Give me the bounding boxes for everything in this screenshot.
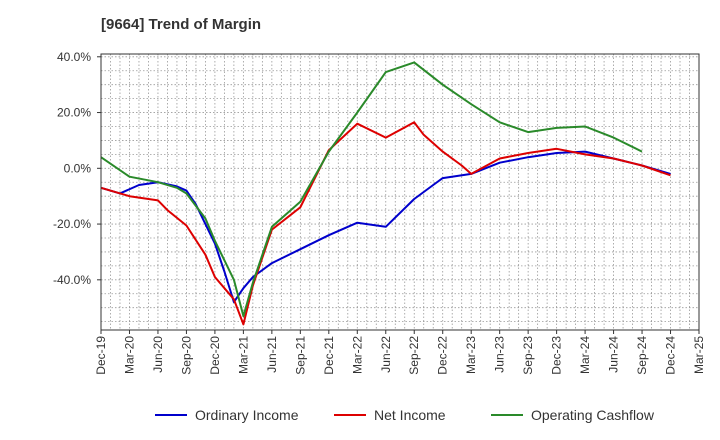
series-line-net-income xyxy=(100,121,671,326)
chart-title: [9664] Trend of Margin xyxy=(101,16,262,33)
x-tick-label: Dec-22 xyxy=(436,336,450,375)
x-tick-label: Jun-22 xyxy=(379,336,393,373)
x-tick-label: Dec-24 xyxy=(664,336,678,375)
x-tick-label: Mar-20 xyxy=(122,336,136,374)
x-tick-label: Dec-23 xyxy=(550,336,564,375)
x-tick-label: Sep-24 xyxy=(635,336,649,375)
x-tick-label: Mar-23 xyxy=(464,336,478,374)
y-tick-label: -20.0% xyxy=(53,217,91,231)
y-tick-label: 20.0% xyxy=(57,106,91,120)
x-tick-label: Dec-20 xyxy=(208,336,222,375)
x-tick-label: Mar-24 xyxy=(578,336,592,374)
grid-layer xyxy=(101,54,699,330)
x-tick-label: Sep-21 xyxy=(293,336,307,375)
x-tick-label: Mar-21 xyxy=(236,336,250,374)
x-tick-label: Sep-23 xyxy=(521,336,535,375)
y-tick-label: 0.0% xyxy=(64,161,92,175)
series-line-ordinary-income xyxy=(100,150,671,304)
y-tick-label: 40.0% xyxy=(57,50,91,64)
x-tick-label: Jun-23 xyxy=(493,336,507,373)
legend-label: Ordinary Income xyxy=(195,407,299,423)
x-tick-label: Jun-24 xyxy=(607,336,621,373)
x-tick-label: Mar-22 xyxy=(350,336,364,374)
x-tick-label: Jun-20 xyxy=(151,336,165,373)
x-tick-label: Sep-22 xyxy=(407,336,421,375)
plot-frame xyxy=(100,53,700,331)
x-tick-label: Dec-21 xyxy=(322,336,336,375)
axis-layer: 40.0% 20.0% 0.0% -20.0% -40.0% Dec-19 Mar-20 Ju… xyxy=(53,50,706,375)
x-tick-label: Jun-21 xyxy=(265,336,279,373)
x-tick-label: Sep-20 xyxy=(179,336,193,375)
plot-area xyxy=(101,54,699,330)
legend: Ordinary Income Net Income Operating Cashf… xyxy=(155,407,655,423)
x-tick-label: Mar-25 xyxy=(692,336,706,374)
legend-label: Operating Cashflow xyxy=(531,407,655,423)
y-tick-label: -40.0% xyxy=(53,273,91,287)
series-layer xyxy=(100,61,671,326)
legend-label: Net Income xyxy=(374,407,446,423)
x-tick-label: Dec-19 xyxy=(94,336,108,375)
series-line-operating-cashflow xyxy=(100,61,643,318)
